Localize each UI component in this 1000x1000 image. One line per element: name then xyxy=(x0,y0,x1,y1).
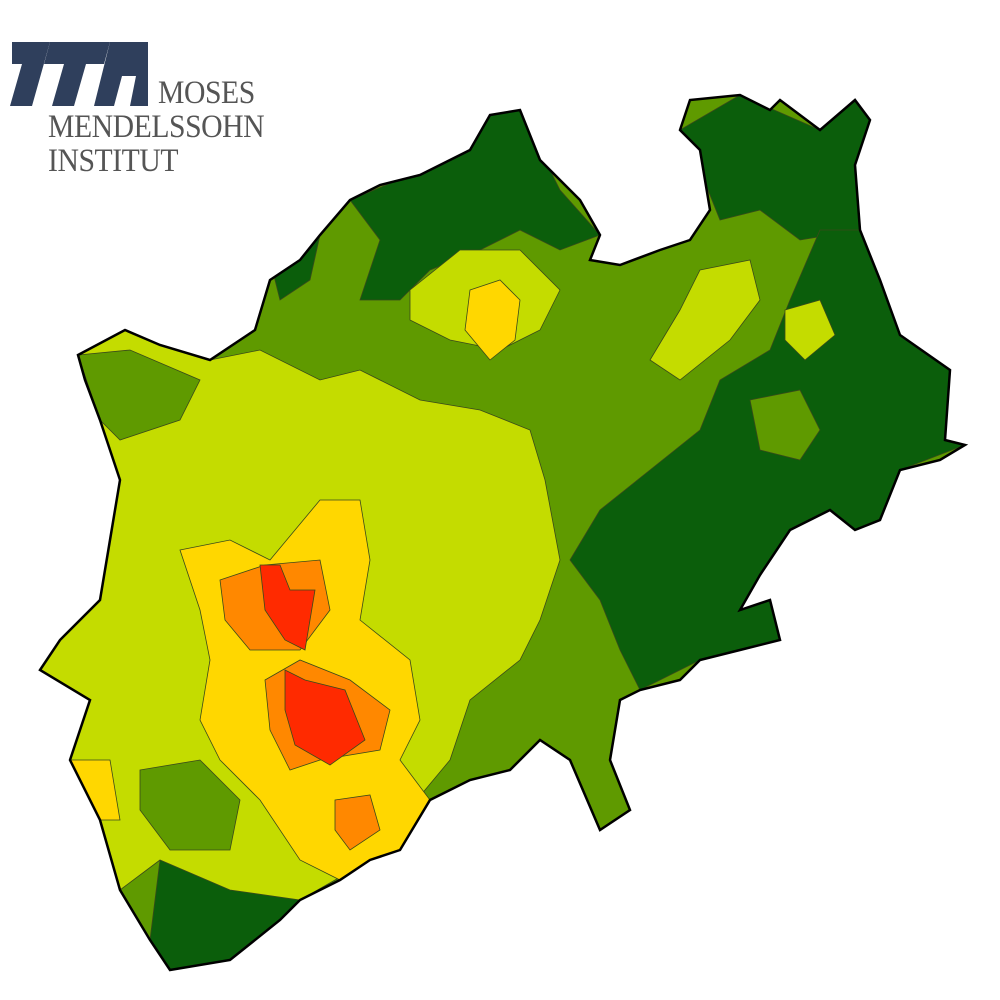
region-red-2 xyxy=(284,669,366,766)
region-east-mid xyxy=(749,389,821,461)
logo-text-institut: INSTITUT xyxy=(48,143,179,179)
region-northeast-yellowgreen-2 xyxy=(784,299,836,361)
logo-text-moses: MOSES xyxy=(158,75,255,111)
logo-mark-icon xyxy=(10,42,148,106)
logo-text-mendelssohn: MENDELSSOHN xyxy=(48,109,265,145)
region-north-yellow xyxy=(464,279,521,361)
region-southwest-green xyxy=(139,759,241,851)
region-orange-3 xyxy=(334,794,381,851)
moses-mendelssohn-institut-logo: MOSES MENDELSSOHN INSTITUT xyxy=(10,40,300,190)
region-northeast-yellowgreen xyxy=(649,259,761,381)
region-red-1 xyxy=(259,564,316,651)
